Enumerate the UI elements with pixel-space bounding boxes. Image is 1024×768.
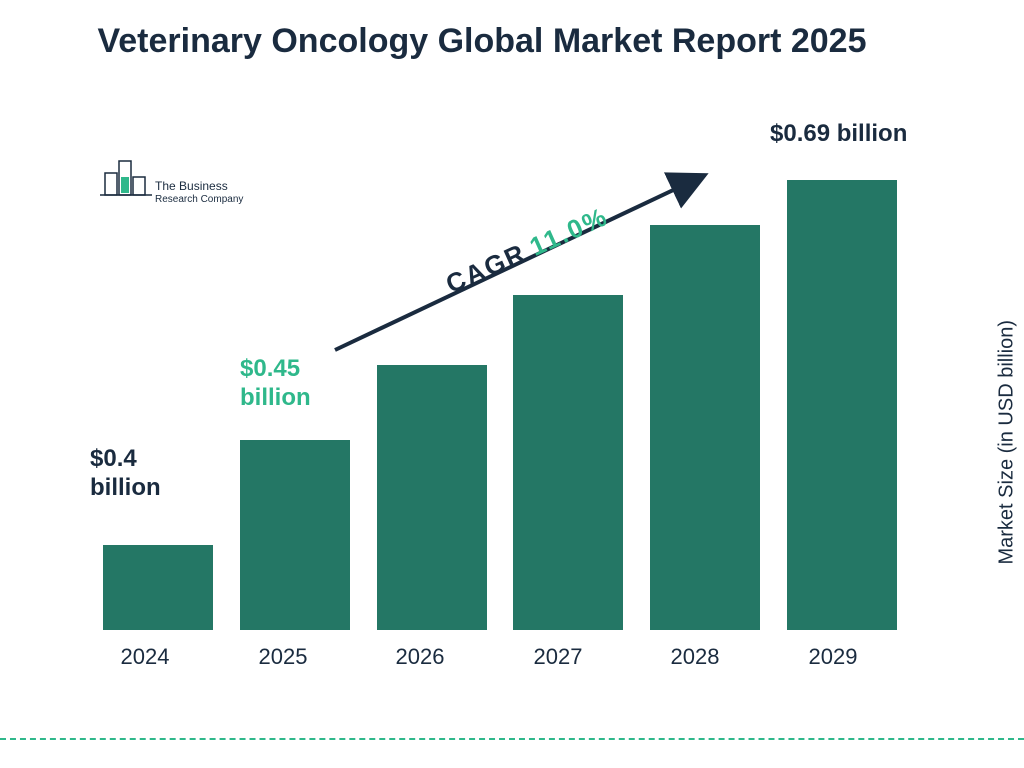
bar-col-2029 <box>777 180 907 630</box>
bar-col-2024 <box>93 545 223 630</box>
xlabel-2027: 2027 <box>493 644 623 670</box>
xlabel-2026: 2026 <box>355 644 485 670</box>
bar-2025 <box>240 440 350 630</box>
y-axis-label: Market Size (in USD billion) <box>996 320 1019 565</box>
xlabel-2028: 2028 <box>630 644 760 670</box>
bar-2028 <box>650 225 760 630</box>
bar-col-2025 <box>230 440 360 630</box>
bar-col-2026 <box>367 365 497 630</box>
xlabel-2029: 2029 <box>768 644 898 670</box>
bar-2029 <box>787 180 897 630</box>
chart-area: $0.4 billion $0.45 billion $0.69 billion… <box>90 140 950 670</box>
bar-2024 <box>103 545 213 630</box>
bar-col-2028 <box>640 225 770 630</box>
bars-group <box>90 160 910 630</box>
xlabel-2025: 2025 <box>218 644 348 670</box>
bottom-dashed-rule <box>0 738 1024 740</box>
bar-col-2027 <box>503 295 633 630</box>
bar-2027 <box>513 295 623 630</box>
chart-title: Veterinary Oncology Global Market Report… <box>0 20 964 63</box>
xlabel-2024: 2024 <box>80 644 210 670</box>
bar-2026 <box>377 365 487 630</box>
